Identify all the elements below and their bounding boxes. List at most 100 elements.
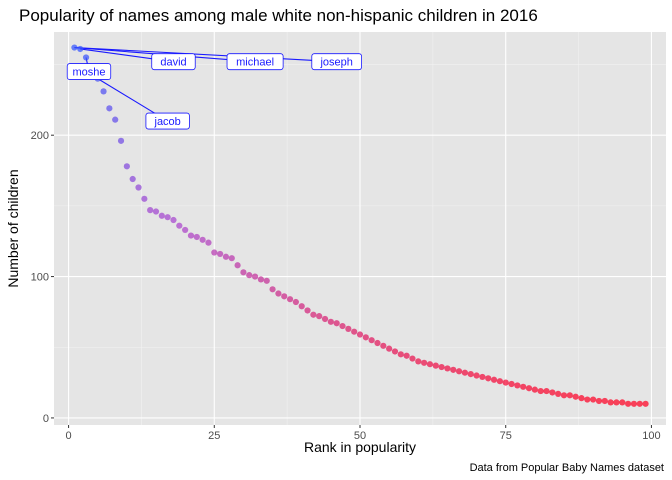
- data-point: [619, 399, 626, 406]
- data-point: [438, 363, 445, 371]
- x-tick-label: 50: [354, 430, 366, 442]
- data-point: [403, 352, 410, 359]
- data-point: [502, 379, 509, 386]
- data-point: [636, 400, 643, 407]
- data-point: [467, 371, 474, 378]
- data-point: [525, 385, 533, 392]
- data-point: [211, 249, 218, 256]
- y-tick-label: 100: [31, 272, 49, 284]
- data-point: [141, 195, 148, 202]
- label-box: [226, 53, 284, 71]
- data-point: [298, 303, 305, 310]
- data-point: [421, 359, 428, 366]
- data-point: [613, 399, 620, 406]
- data-point: [555, 390, 562, 397]
- point-label: david: [160, 57, 186, 69]
- data-point: [77, 45, 84, 53]
- data-point: [560, 392, 568, 399]
- data-point: [112, 116, 119, 123]
- data-point: [450, 366, 457, 373]
- data-point: [316, 313, 323, 320]
- data-point: [182, 226, 189, 234]
- x-tick-label: 0: [66, 430, 72, 442]
- data-point: [82, 54, 90, 61]
- label-box: [66, 63, 112, 80]
- data-point: [461, 369, 469, 376]
- chart-title: Popularity of names among male white non…: [19, 6, 538, 25]
- data-point: [246, 272, 253, 279]
- label-connector: [74, 47, 337, 63]
- axis-ticks: 0 25 50 75 100 0 100 200: [31, 130, 661, 442]
- data-point: [531, 386, 538, 393]
- point-label: michael: [236, 57, 274, 69]
- data-point: [368, 337, 375, 344]
- data-point: [397, 351, 404, 358]
- data-point: [240, 269, 247, 276]
- data-point: [490, 376, 498, 383]
- data-point: [164, 214, 171, 221]
- data-point: [566, 392, 573, 399]
- data-point: [444, 365, 451, 372]
- data-point: [281, 293, 288, 300]
- data-point: [158, 212, 165, 219]
- data-point: [123, 163, 130, 170]
- data-point: [514, 382, 521, 389]
- data-point: [135, 184, 142, 191]
- data-point: [380, 342, 387, 349]
- data-point: [630, 400, 638, 407]
- data-point: [106, 105, 113, 112]
- data-point: [193, 233, 200, 241]
- data-point: [292, 298, 299, 306]
- data-point: [625, 400, 632, 407]
- data-point: [345, 325, 352, 332]
- data-point: [251, 273, 259, 280]
- data-point: [71, 44, 78, 51]
- label-box: [311, 53, 362, 71]
- data-point: [642, 400, 649, 407]
- data-point: [327, 318, 334, 325]
- data-point: [415, 358, 422, 365]
- data-point: [304, 307, 311, 314]
- point-label: jacob: [154, 116, 181, 128]
- data-point: [147, 207, 154, 214]
- data-point: [310, 311, 317, 318]
- chart-caption: Data from Popular Baby Names dataset: [470, 462, 664, 474]
- data-point: [595, 397, 603, 405]
- data-point: [351, 328, 358, 335]
- data-point: [205, 239, 212, 246]
- data-point: [386, 345, 393, 352]
- data-point: [508, 380, 515, 388]
- point-label: joseph: [319, 57, 352, 69]
- y-axis-title: Number of children: [5, 169, 21, 287]
- data-point: [549, 389, 556, 396]
- data-point: [176, 222, 183, 229]
- data-point: [257, 276, 265, 283]
- y-tick-label: 0: [43, 413, 49, 425]
- data-point: [584, 396, 591, 403]
- label-box: [145, 112, 190, 130]
- point-label: moshe: [72, 67, 105, 79]
- data-point: [362, 334, 369, 341]
- x-tick-label: 25: [208, 430, 220, 442]
- data-point: [100, 88, 107, 95]
- data-point: [286, 296, 294, 303]
- data-point: [333, 320, 340, 327]
- data-points: [71, 44, 649, 407]
- data-point: [339, 322, 346, 330]
- data-point: [578, 395, 585, 402]
- data-point: [409, 355, 416, 362]
- data-point: [572, 393, 579, 400]
- data-point: [543, 387, 550, 395]
- data-point: [601, 397, 608, 405]
- data-point: [496, 378, 503, 385]
- data-point: [590, 396, 597, 403]
- x-tick-label: 100: [642, 430, 660, 442]
- data-point: [187, 232, 195, 239]
- data-point: [170, 216, 177, 224]
- data-point: [455, 368, 463, 375]
- x-tick-label: 75: [500, 430, 512, 442]
- data-point: [269, 286, 276, 293]
- data-point: [356, 331, 364, 338]
- data-point: [374, 339, 381, 347]
